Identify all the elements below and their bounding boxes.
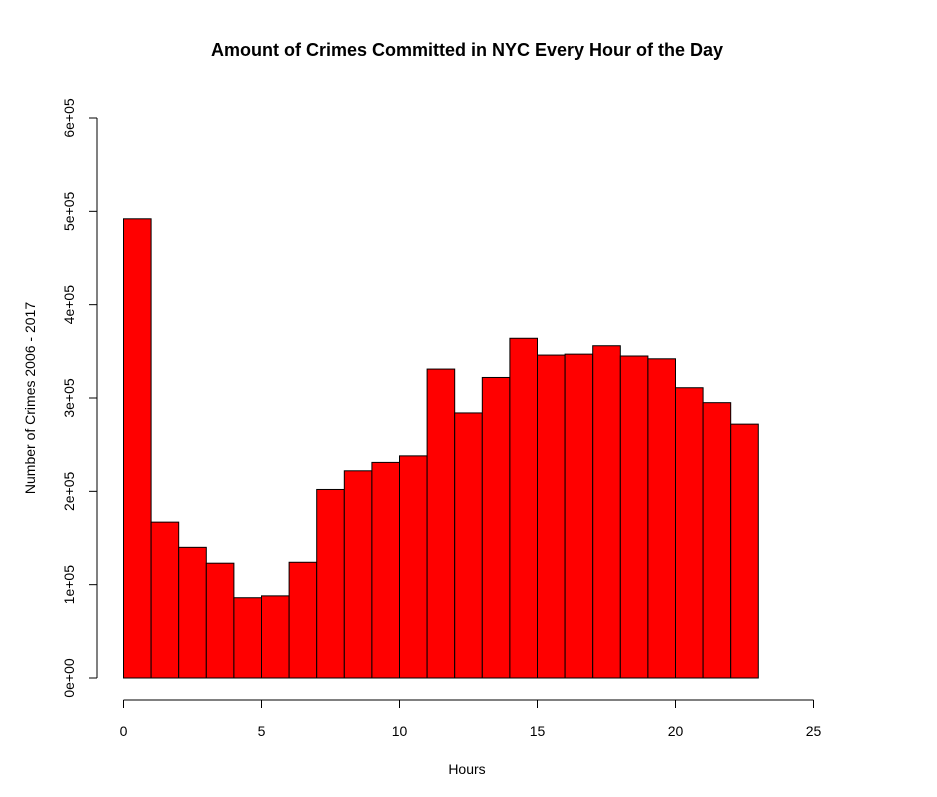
bar-hour-4 (233, 597, 262, 679)
x-tick-label: 5 (258, 723, 266, 739)
x-axis: 0 5 10 15 20 25 (120, 699, 822, 739)
x-tick-label: 15 (530, 723, 546, 739)
y-tick-label: 5e+05 (61, 191, 77, 231)
bar-hour-2 (178, 546, 207, 679)
y-tick-label: 1e+05 (61, 565, 77, 605)
x-tick-label: 0 (120, 723, 128, 739)
bar-hour-16 (564, 353, 594, 679)
bar-hour-22 (730, 423, 759, 679)
bar-hour-3 (205, 562, 235, 679)
bar-hour-14 (509, 337, 538, 679)
bar-hour-19 (647, 358, 677, 679)
bar-hour-12 (454, 412, 483, 679)
x-axis-label: Hours (448, 761, 485, 777)
y-tick-label: 3e+05 (61, 378, 77, 418)
bar-hour-13 (481, 376, 511, 679)
bar-hour-15 (537, 354, 566, 679)
bar-hour-17 (592, 345, 621, 679)
x-tick-label: 10 (392, 723, 408, 739)
bar-hour-18 (619, 355, 649, 679)
bar-hour-11 (426, 368, 456, 679)
bar-hour-7 (316, 488, 345, 679)
y-tick-label: 6e+05 (61, 98, 77, 138)
y-tick-label: 0e+00 (61, 658, 77, 698)
bar-hour-0 (123, 218, 152, 679)
bar-hour-20 (675, 387, 704, 679)
bar-hour-21 (702, 402, 732, 679)
x-tick-label: 20 (668, 723, 684, 739)
y-axis: 0e+00 1e+05 2e+05 3e+05 4e+05 5e+05 6e+05 (61, 98, 98, 698)
bar-hour-10 (399, 455, 428, 679)
y-axis-label: Number of Crimes 2006 - 2017 (22, 302, 38, 494)
y-tick-label: 2e+05 (61, 471, 77, 511)
x-tick-label: 25 (806, 723, 822, 739)
chart-title: Amount of Crimes Committed in NYC Every … (211, 40, 723, 60)
bar-hour-1 (150, 521, 180, 679)
bar-hour-8 (343, 470, 373, 679)
bar-hour-6 (288, 561, 318, 679)
bars-group (123, 218, 759, 679)
bar-hour-5 (261, 595, 290, 679)
bar-hour-9 (371, 461, 400, 679)
y-tick-label: 4e+05 (61, 285, 77, 325)
